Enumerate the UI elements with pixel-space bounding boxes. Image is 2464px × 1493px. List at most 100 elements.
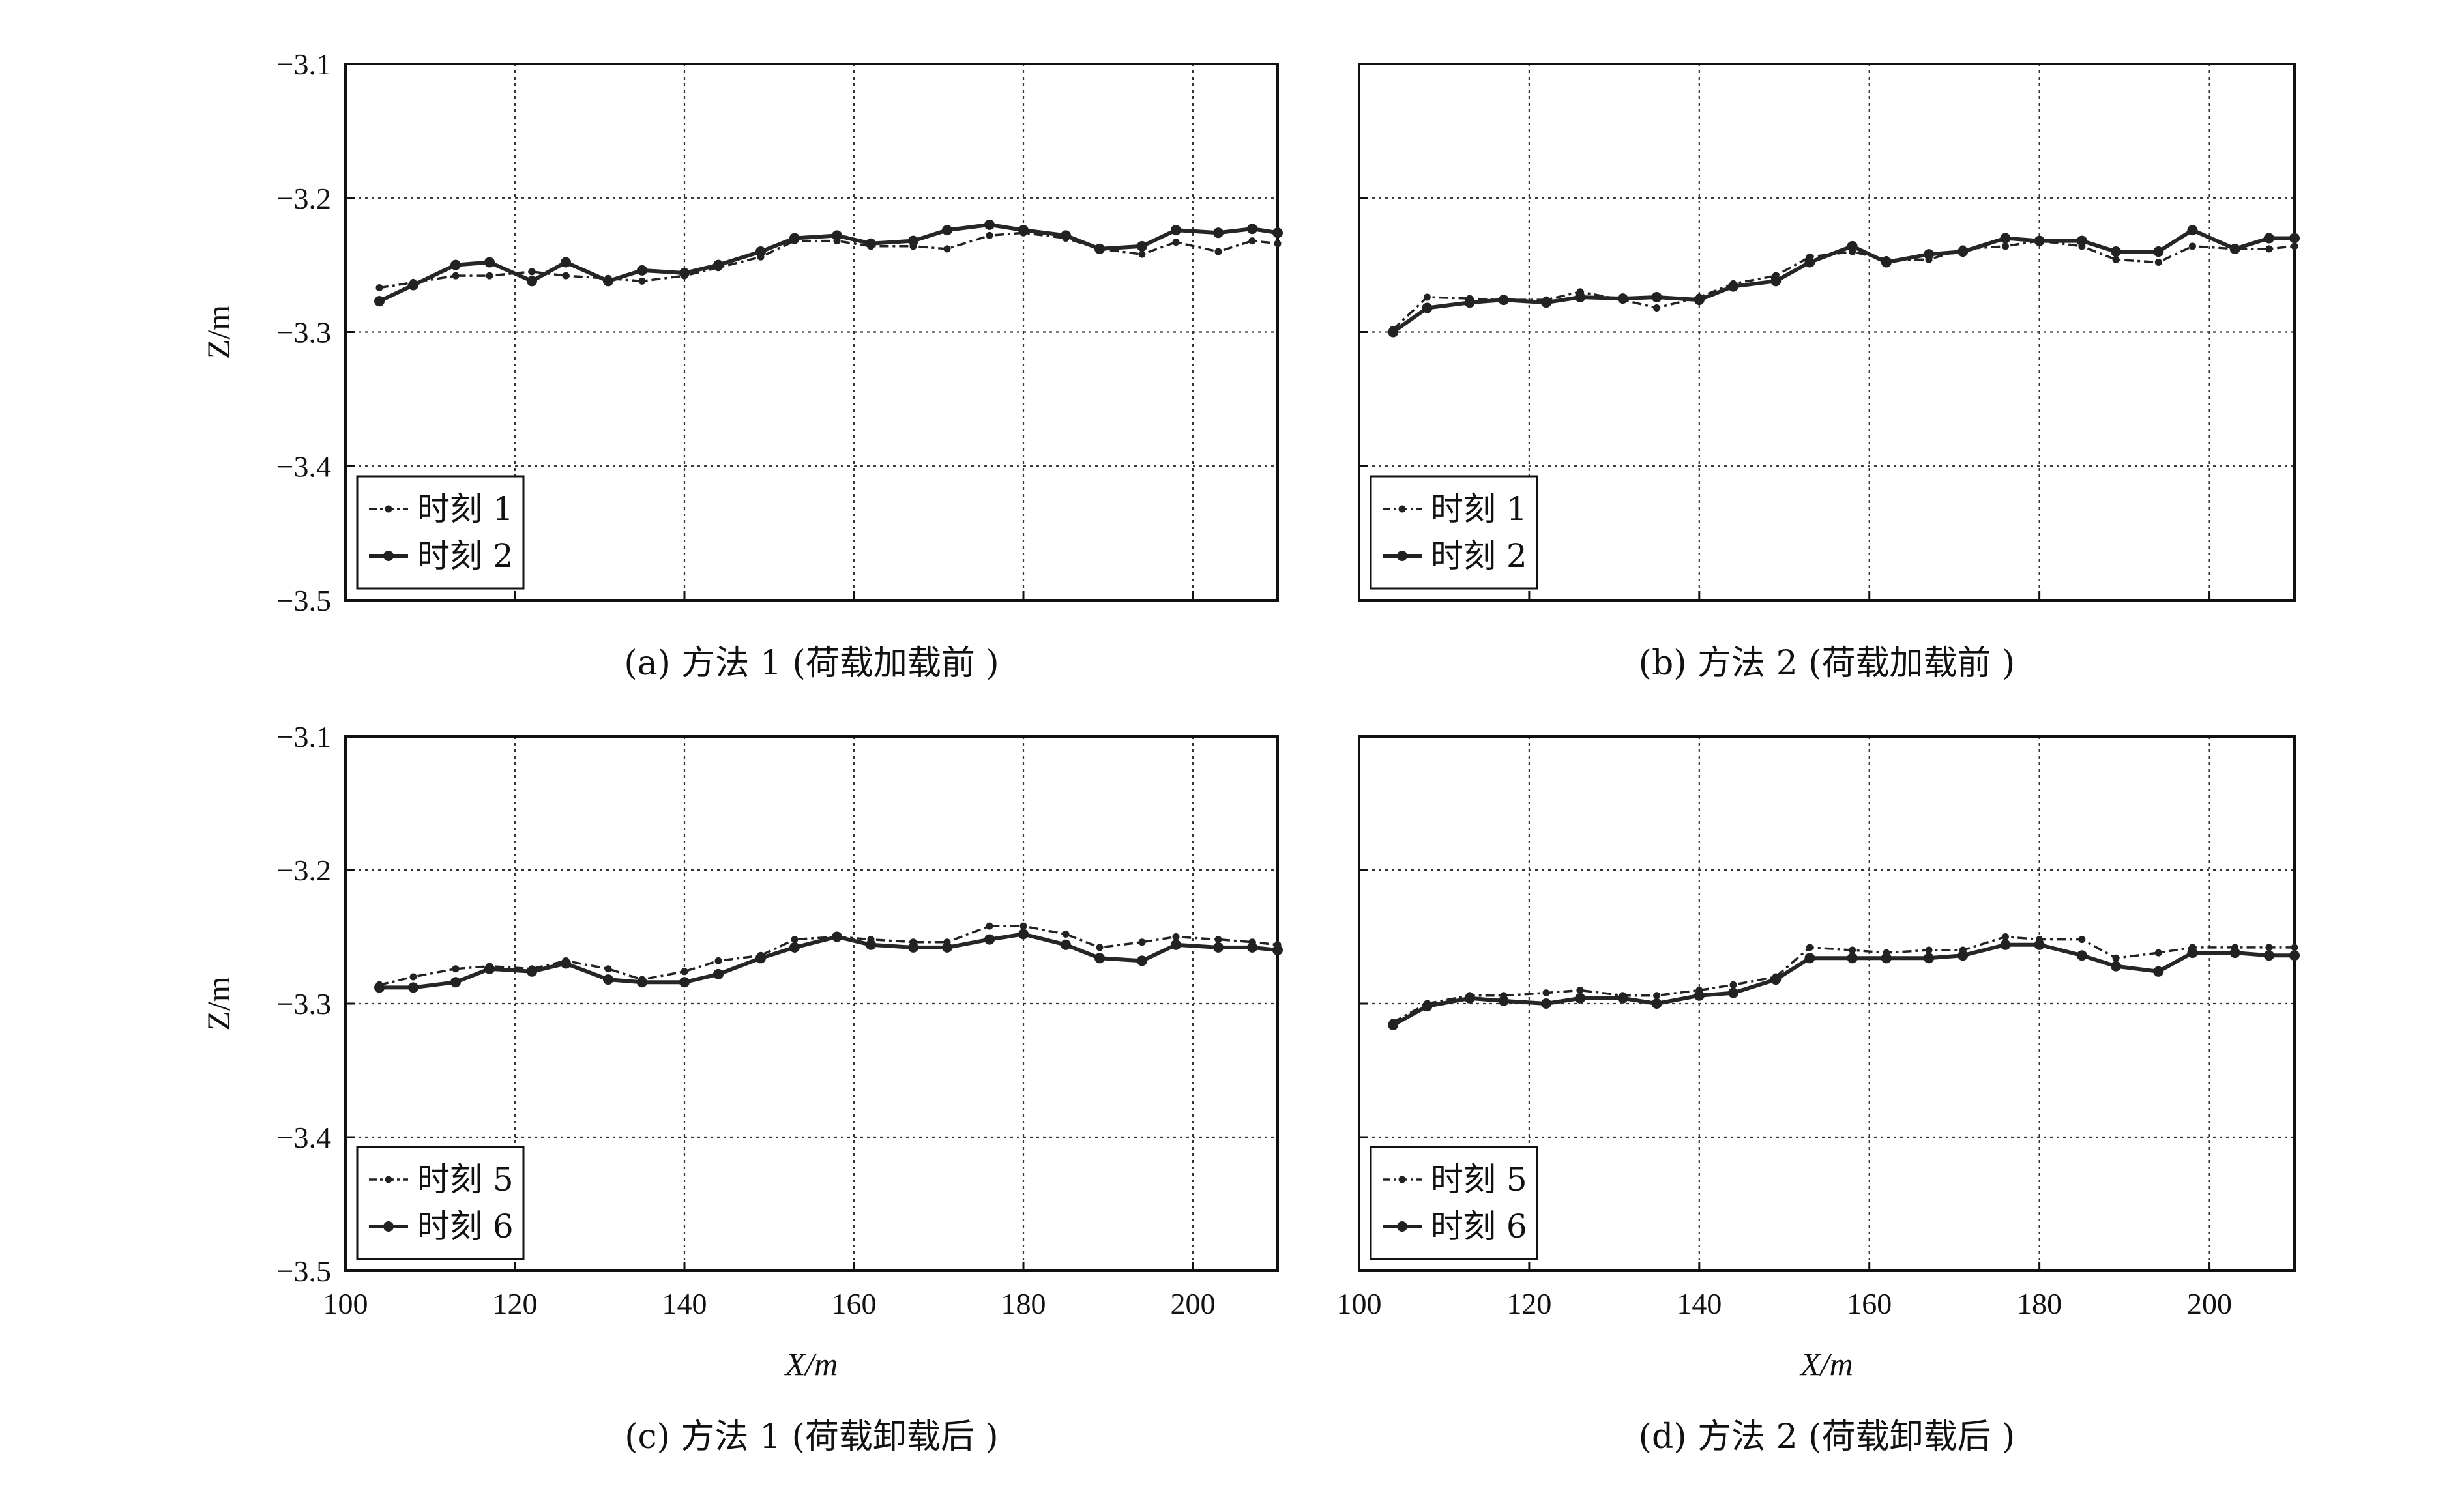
- data-point: [2187, 225, 2198, 236]
- data-point: [1806, 944, 1813, 951]
- data-point: [1653, 304, 1661, 312]
- data-point: [1651, 998, 1662, 1009]
- legend-marker-2: [383, 1221, 394, 1232]
- data-point: [1464, 297, 1475, 308]
- series-line-2: [1392, 228, 2295, 334]
- data-point: [1019, 922, 1027, 930]
- x-tick-label: 100: [323, 1287, 368, 1320]
- data-point: [561, 257, 571, 268]
- legend-marker-1: [385, 505, 392, 513]
- x-tick-label: 120: [493, 1287, 538, 1320]
- data-point: [1694, 295, 1705, 306]
- data-point: [2000, 233, 2011, 244]
- data-point: [1172, 933, 1180, 940]
- data-point: [603, 974, 613, 985]
- data-point: [604, 965, 612, 973]
- data-point: [1137, 955, 1147, 966]
- data-point: [714, 957, 722, 964]
- legend-label-2: 时刻 2: [1431, 537, 1527, 575]
- data-point: [638, 277, 646, 285]
- legend-label-2: 时刻 6: [417, 1208, 514, 1245]
- legend-label-1: 时刻 5: [417, 1161, 514, 1198]
- panel-caption: (a) 方法 1 (荷载加载前 ): [624, 644, 999, 683]
- data-point: [2034, 939, 2045, 950]
- data-point: [942, 942, 952, 953]
- x-tick-label: 100: [1337, 1287, 1382, 1320]
- data-point: [1881, 953, 1892, 964]
- data-point: [452, 965, 460, 973]
- data-point: [1729, 981, 1737, 989]
- data-point: [2076, 235, 2087, 246]
- data-point: [1388, 326, 1399, 338]
- data-point: [1214, 936, 1222, 944]
- data-point: [2229, 948, 2240, 959]
- data-point: [2229, 243, 2240, 254]
- data-point: [2265, 944, 2273, 951]
- data-point: [1728, 987, 1738, 998]
- y-tick-label: −3.3: [277, 987, 331, 1021]
- data-point: [1018, 929, 1029, 940]
- data-point: [681, 968, 688, 976]
- x-tick-label: 200: [1171, 1287, 1216, 1320]
- data-point: [1924, 249, 1935, 260]
- data-point: [2112, 255, 2120, 263]
- series-line-1: [379, 925, 1278, 987]
- data-point: [1247, 224, 1257, 235]
- data-point: [866, 939, 876, 950]
- data-point: [484, 257, 495, 268]
- x-tick-label: 160: [832, 1287, 877, 1320]
- legend-label-2: 时刻 2: [417, 537, 514, 575]
- panel-caption: (c) 方法 1 (荷载卸载后 ): [624, 1417, 998, 1457]
- data-point: [2187, 948, 2198, 959]
- data-point: [1422, 302, 1433, 313]
- x-tick-label: 180: [1001, 1287, 1046, 1320]
- data-point: [1541, 297, 1551, 308]
- y-tick-label: −3.4: [277, 450, 331, 483]
- legend-box: [356, 1146, 525, 1260]
- data-point: [679, 977, 690, 988]
- data-point: [679, 267, 690, 278]
- x-tick-label: 120: [1506, 1287, 1551, 1320]
- data-point: [2078, 936, 2086, 944]
- legend-label-1: 时刻 1: [1431, 490, 1527, 528]
- data-point: [1464, 993, 1475, 1004]
- legend-box: [356, 475, 525, 590]
- data-point: [2076, 950, 2087, 961]
- data-point: [1138, 250, 1146, 258]
- data-point: [637, 977, 647, 988]
- data-point: [1094, 953, 1105, 964]
- data-point: [1094, 243, 1105, 254]
- data-point: [1171, 225, 1181, 236]
- data-point: [408, 982, 418, 993]
- data-point: [866, 238, 876, 249]
- data-point: [789, 233, 800, 244]
- legend: 时刻 1 时刻 2: [356, 475, 525, 590]
- data-point: [603, 276, 613, 287]
- series-line-2: [1392, 942, 2295, 1027]
- data-point: [1137, 240, 1147, 252]
- legend-marker-2: [1397, 551, 1407, 561]
- data-point: [1213, 942, 1224, 953]
- data-point: [791, 936, 799, 944]
- y-tick-label: −3.5: [277, 1254, 331, 1288]
- legend-marker-1: [385, 1176, 392, 1183]
- data-point: [484, 963, 495, 974]
- data-point: [1617, 293, 1628, 304]
- data-point: [528, 268, 536, 276]
- data-point: [1247, 942, 1257, 953]
- panel-a: −3.1 −3.2 −3.3 −3.4 −3.5 Z/m 时刻 1 时刻 2 (a) 方法 1 …: [200, 48, 1283, 683]
- legend-box: [1370, 475, 1538, 590]
- y-tick-label: −3.2: [277, 854, 331, 887]
- legend-label-1: 时刻 5: [1431, 1161, 1527, 1198]
- data-point: [1576, 987, 1584, 994]
- data-point: [561, 958, 571, 969]
- data-point: [1849, 946, 1856, 954]
- data-point: [1542, 989, 1550, 997]
- data-point: [1617, 993, 1628, 1004]
- legend: 时刻 5 时刻 6: [1370, 1146, 1538, 1260]
- data-point: [1925, 946, 1933, 954]
- data-point: [1924, 953, 1935, 964]
- y-tick-label: −3.1: [277, 48, 331, 81]
- data-point: [943, 245, 951, 253]
